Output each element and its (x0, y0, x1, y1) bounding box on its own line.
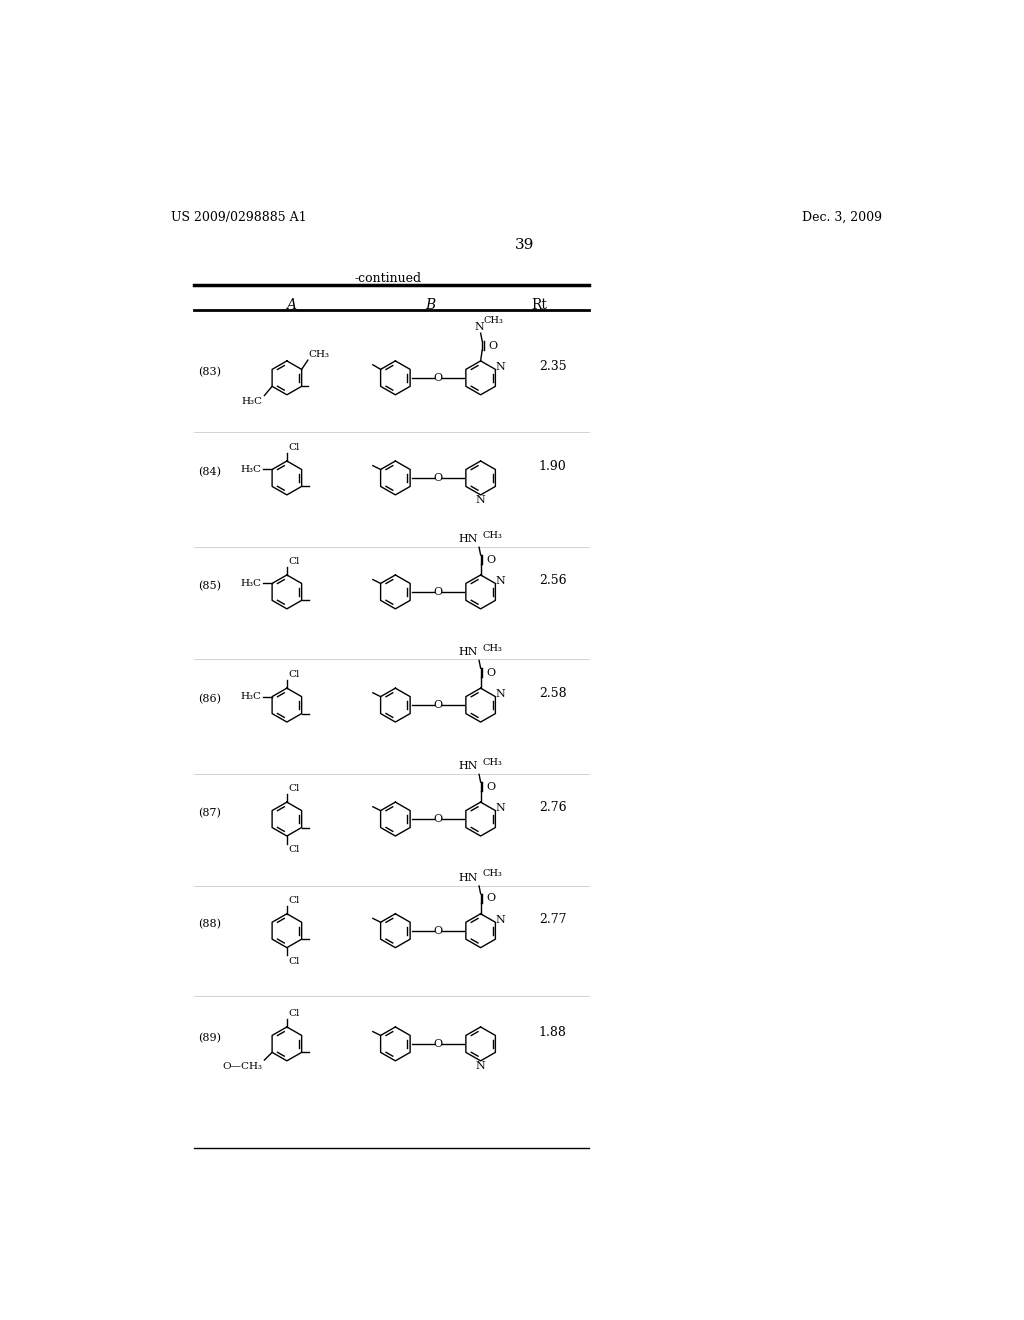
Text: O: O (486, 668, 496, 677)
Text: O: O (433, 925, 442, 936)
Text: N: N (496, 803, 505, 813)
Text: (85): (85) (198, 581, 221, 591)
Text: O: O (486, 894, 496, 903)
Text: Cl: Cl (289, 895, 300, 904)
Text: O: O (433, 587, 442, 597)
Text: 2.77: 2.77 (539, 912, 566, 925)
Text: 1.90: 1.90 (539, 459, 566, 473)
Text: US 2009/0298885 A1: US 2009/0298885 A1 (171, 211, 306, 224)
Text: (89): (89) (198, 1032, 221, 1043)
Text: Cl: Cl (289, 442, 300, 451)
Text: CH₃: CH₃ (482, 870, 502, 878)
Text: B: B (425, 298, 435, 312)
Text: (84): (84) (198, 467, 221, 477)
Text: H₃C: H₃C (241, 465, 261, 474)
Text: N: N (496, 576, 505, 586)
Text: O—CH₃: O—CH₃ (223, 1061, 263, 1071)
Text: 2.56: 2.56 (539, 574, 566, 587)
Text: O: O (486, 554, 496, 565)
Text: (88): (88) (198, 920, 221, 929)
Text: HN: HN (458, 535, 477, 544)
Text: N: N (476, 1061, 485, 1072)
Text: N: N (474, 322, 484, 331)
Text: (86): (86) (198, 694, 221, 704)
Text: O: O (433, 372, 442, 383)
Text: Cl: Cl (289, 557, 300, 566)
Text: HN: HN (458, 762, 477, 771)
Text: 39: 39 (515, 238, 535, 252)
Text: O: O (433, 814, 442, 824)
Text: H₃C: H₃C (241, 579, 261, 587)
Text: Cl: Cl (289, 671, 300, 678)
Text: Dec. 3, 2009: Dec. 3, 2009 (802, 211, 883, 224)
Text: O: O (433, 473, 442, 483)
Text: (87): (87) (198, 808, 220, 818)
Text: Cl: Cl (289, 1008, 300, 1018)
Text: (83): (83) (198, 367, 221, 376)
Text: N: N (476, 495, 485, 506)
Text: O: O (488, 341, 498, 351)
Text: H₃C: H₃C (242, 397, 263, 407)
Text: CH₃: CH₃ (482, 531, 502, 540)
Text: Cl: Cl (289, 845, 300, 854)
Text: Cl: Cl (289, 957, 300, 966)
Text: O: O (433, 1039, 442, 1049)
Text: Rt: Rt (530, 298, 547, 312)
Text: O: O (433, 700, 442, 710)
Text: -continued: -continued (354, 272, 421, 285)
Text: HN: HN (458, 647, 477, 657)
Text: 2.76: 2.76 (539, 801, 566, 814)
Text: HN: HN (458, 873, 477, 883)
Text: N: N (496, 689, 505, 698)
Text: CH₃: CH₃ (308, 350, 330, 359)
Text: H₃C: H₃C (241, 692, 261, 701)
Text: N: N (496, 362, 505, 372)
Text: Cl: Cl (289, 784, 300, 793)
Text: CH₃: CH₃ (483, 317, 504, 326)
Text: 1.88: 1.88 (539, 1026, 566, 1039)
Text: O: O (486, 781, 496, 792)
Text: CH₃: CH₃ (482, 758, 502, 767)
Text: A: A (286, 298, 296, 312)
Text: 2.58: 2.58 (539, 686, 566, 700)
Text: N: N (496, 915, 505, 924)
Text: 2.35: 2.35 (539, 360, 566, 372)
Text: CH₃: CH₃ (482, 644, 502, 653)
